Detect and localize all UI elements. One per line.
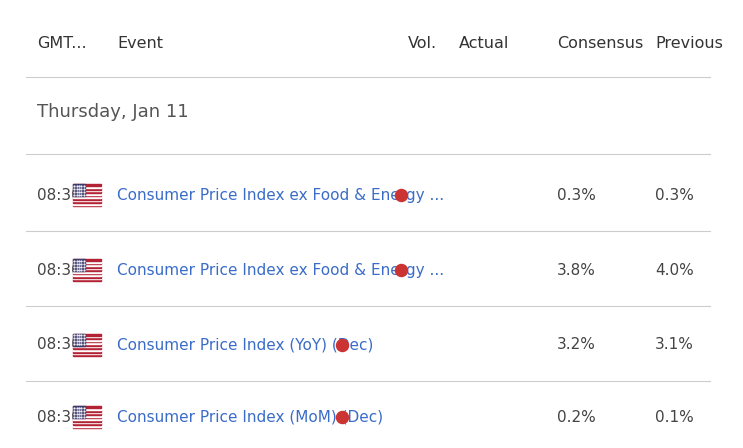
- Bar: [74, 264, 101, 266]
- Text: 0.3%: 0.3%: [557, 188, 596, 203]
- Bar: [74, 203, 101, 205]
- Bar: [74, 342, 101, 344]
- Bar: [74, 193, 101, 194]
- Bar: [74, 417, 101, 418]
- Bar: [74, 205, 101, 207]
- Bar: [74, 190, 101, 191]
- Text: Consensus: Consensus: [557, 36, 643, 51]
- Bar: [74, 198, 101, 200]
- Point: [395, 192, 406, 199]
- Bar: [74, 259, 101, 261]
- Bar: [74, 420, 101, 422]
- Bar: [74, 427, 101, 428]
- Text: 0.3%: 0.3%: [655, 188, 694, 203]
- Bar: [74, 344, 101, 346]
- Text: 08:30: 08:30: [37, 337, 81, 353]
- Bar: [74, 339, 101, 340]
- Bar: [74, 259, 85, 271]
- Bar: [74, 263, 101, 264]
- Bar: [74, 269, 101, 271]
- Text: Consumer Price Index ex Food & Energy ...: Consumer Price Index ex Food & Energy ..…: [117, 263, 444, 278]
- Bar: [74, 261, 101, 263]
- Text: 3.2%: 3.2%: [557, 337, 596, 353]
- Bar: [74, 340, 101, 342]
- Bar: [74, 185, 85, 196]
- Bar: [74, 191, 101, 193]
- Bar: [74, 276, 101, 278]
- Bar: [74, 267, 101, 269]
- Bar: [74, 274, 101, 276]
- Point: [395, 267, 406, 274]
- Bar: [74, 337, 101, 339]
- Text: 4.0%: 4.0%: [655, 263, 694, 278]
- Text: Actual: Actual: [458, 36, 509, 51]
- Text: Vol.: Vol.: [408, 36, 437, 51]
- Text: 3.8%: 3.8%: [557, 263, 596, 278]
- Bar: [74, 346, 101, 348]
- Bar: [74, 273, 101, 274]
- Text: Event: Event: [117, 36, 163, 51]
- Text: Previous: Previous: [655, 36, 723, 51]
- Bar: [74, 188, 101, 190]
- Bar: [74, 351, 101, 353]
- Bar: [74, 336, 101, 337]
- Bar: [74, 413, 101, 415]
- Bar: [74, 412, 101, 413]
- Point: [337, 414, 348, 421]
- Text: 08:30: 08:30: [37, 410, 81, 425]
- Text: 0.2%: 0.2%: [557, 410, 596, 425]
- Text: 08:30: 08:30: [37, 188, 81, 203]
- Bar: [74, 271, 101, 273]
- Text: 3.1%: 3.1%: [655, 337, 694, 353]
- Bar: [74, 194, 101, 196]
- Bar: [74, 418, 101, 420]
- Text: Consumer Price Index (YoY) (Dec): Consumer Price Index (YoY) (Dec): [117, 337, 373, 353]
- Bar: [74, 354, 101, 356]
- Bar: [74, 406, 85, 418]
- Text: Consumer Price Index ex Food & Energy ...: Consumer Price Index ex Food & Energy ..…: [117, 188, 444, 203]
- Bar: [74, 406, 101, 408]
- Bar: [74, 266, 101, 267]
- Bar: [74, 278, 101, 280]
- Bar: [74, 186, 101, 188]
- Bar: [74, 415, 101, 417]
- Bar: [74, 423, 101, 425]
- Bar: [74, 196, 101, 198]
- Text: 08:30: 08:30: [37, 263, 81, 278]
- Bar: [74, 353, 101, 354]
- Text: Consumer Price Index (MoM) (Dec): Consumer Price Index (MoM) (Dec): [117, 410, 383, 425]
- Bar: [74, 422, 101, 423]
- Text: Thursday, Jan 11: Thursday, Jan 11: [37, 103, 189, 121]
- Bar: [74, 201, 101, 203]
- Bar: [74, 349, 101, 351]
- Text: 0.1%: 0.1%: [655, 410, 694, 425]
- Bar: [74, 334, 101, 336]
- Bar: [74, 348, 101, 349]
- Bar: [74, 410, 101, 412]
- Bar: [74, 425, 101, 427]
- Bar: [74, 280, 101, 281]
- Bar: [74, 185, 101, 186]
- Bar: [74, 200, 101, 201]
- Bar: [74, 408, 101, 410]
- Point: [337, 341, 348, 349]
- Text: GMT...: GMT...: [37, 36, 86, 51]
- Bar: [74, 334, 85, 346]
